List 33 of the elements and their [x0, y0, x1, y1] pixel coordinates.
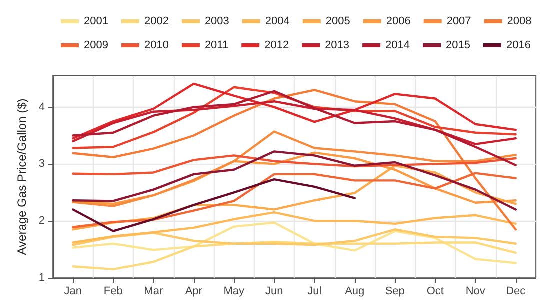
y-tick-label: 4: [38, 101, 46, 114]
legend-label: 2016: [506, 40, 531, 52]
y-tick-label: 2: [38, 215, 46, 228]
x-tick-label: Feb: [104, 286, 123, 298]
legend-label: 2010: [144, 40, 169, 52]
x-tick-label: Apr: [185, 286, 203, 298]
legend-label: 2009: [84, 40, 108, 52]
legend-label: 2005: [326, 16, 350, 28]
y-tick-label: 1: [38, 272, 46, 284]
y-axis-title: Average Gas Price/Gallon ($): [15, 98, 29, 256]
legend-label: 2014: [386, 40, 410, 52]
legend-label: 2013: [325, 40, 350, 52]
legend-label: 2004: [265, 16, 290, 28]
legend-label: 2006: [386, 16, 411, 28]
legend-label: 2002: [144, 16, 169, 28]
x-tick-label: Oct: [426, 286, 444, 298]
x-tick-label: May: [224, 286, 246, 298]
x-tick-label: Sep: [385, 286, 405, 298]
x-tick-label: Mar: [144, 286, 164, 298]
legend-label: 2008: [507, 16, 532, 28]
legend-label: 2007: [446, 16, 472, 28]
x-tick-label: Jul: [308, 286, 322, 298]
y-tick-label: 3: [38, 158, 46, 170]
legend-label: 2001: [84, 16, 108, 28]
legend-label: 2011: [204, 40, 229, 52]
x-tick-label: Jan: [64, 286, 82, 298]
legend-label: 2015: [446, 40, 470, 52]
x-tick-label: Dec: [506, 286, 526, 298]
x-tick-label: Aug: [345, 286, 365, 298]
x-tick-label: Jun: [266, 286, 284, 298]
x-tick-label: Nov: [466, 286, 486, 298]
legend-label: 2003: [204, 16, 230, 28]
legend-label: 2012: [264, 40, 290, 52]
